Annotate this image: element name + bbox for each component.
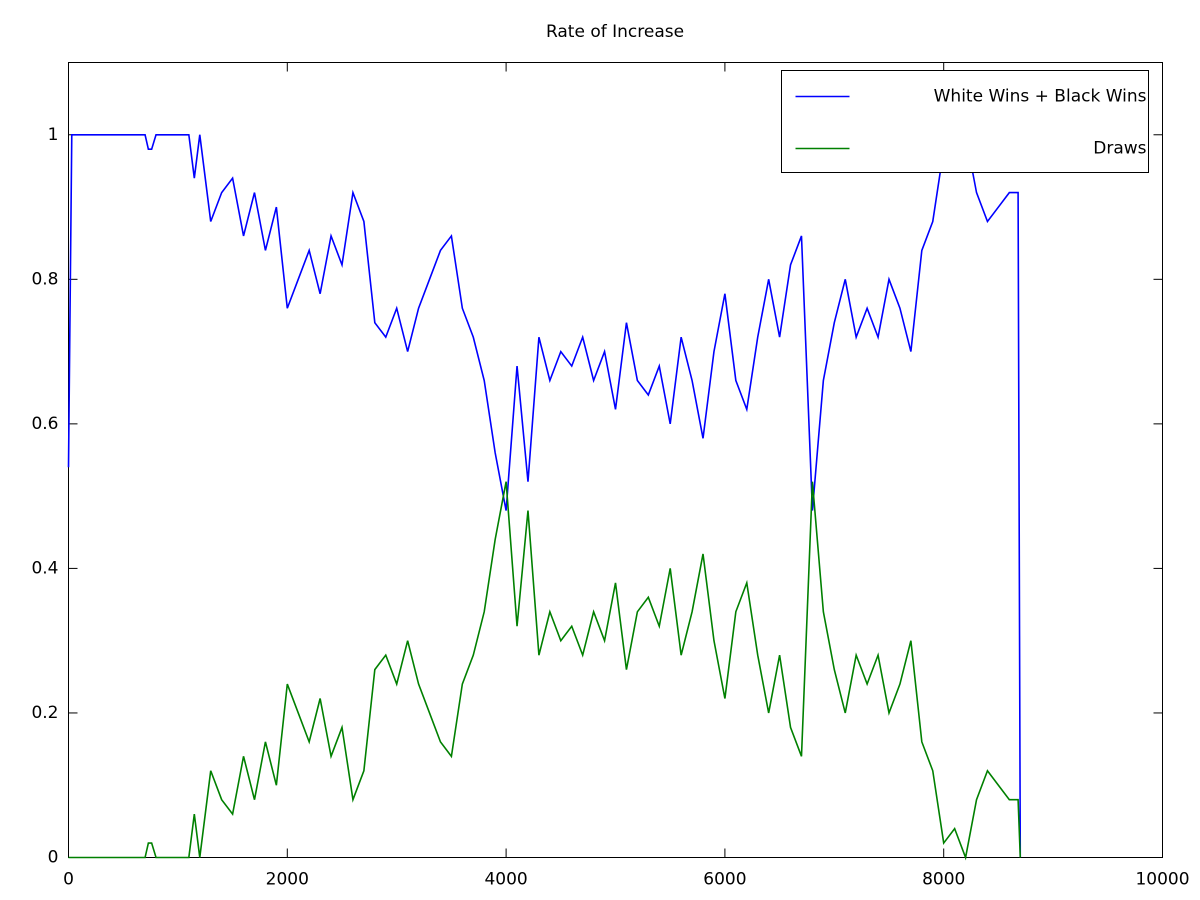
legend-label: Draws (1093, 139, 1146, 159)
y-tick-label: 0.6 (31, 414, 58, 434)
y-tick-label: 1 (48, 125, 59, 145)
legend-label: White Wins + Black Wins (934, 87, 1147, 107)
y-tick-label: 0.4 (31, 558, 58, 578)
chart-title: Rate of Increase (546, 22, 684, 42)
x-tick-label: 6000 (703, 870, 746, 890)
x-tick-label: 8000 (922, 870, 965, 890)
series-line (67, 131, 1022, 858)
x-tick-label: 10000 (1135, 870, 1189, 890)
series-line (68, 481, 1022, 861)
x-tick-label: 0 (63, 870, 74, 890)
x-tick-label: 2000 (266, 870, 309, 890)
y-tick-label: 0.2 (31, 703, 58, 723)
y-tick-label: 0 (48, 848, 59, 868)
y-tick-label: 0.8 (31, 269, 58, 289)
x-tick-label: 4000 (484, 870, 527, 890)
legend-box (781, 70, 1149, 173)
